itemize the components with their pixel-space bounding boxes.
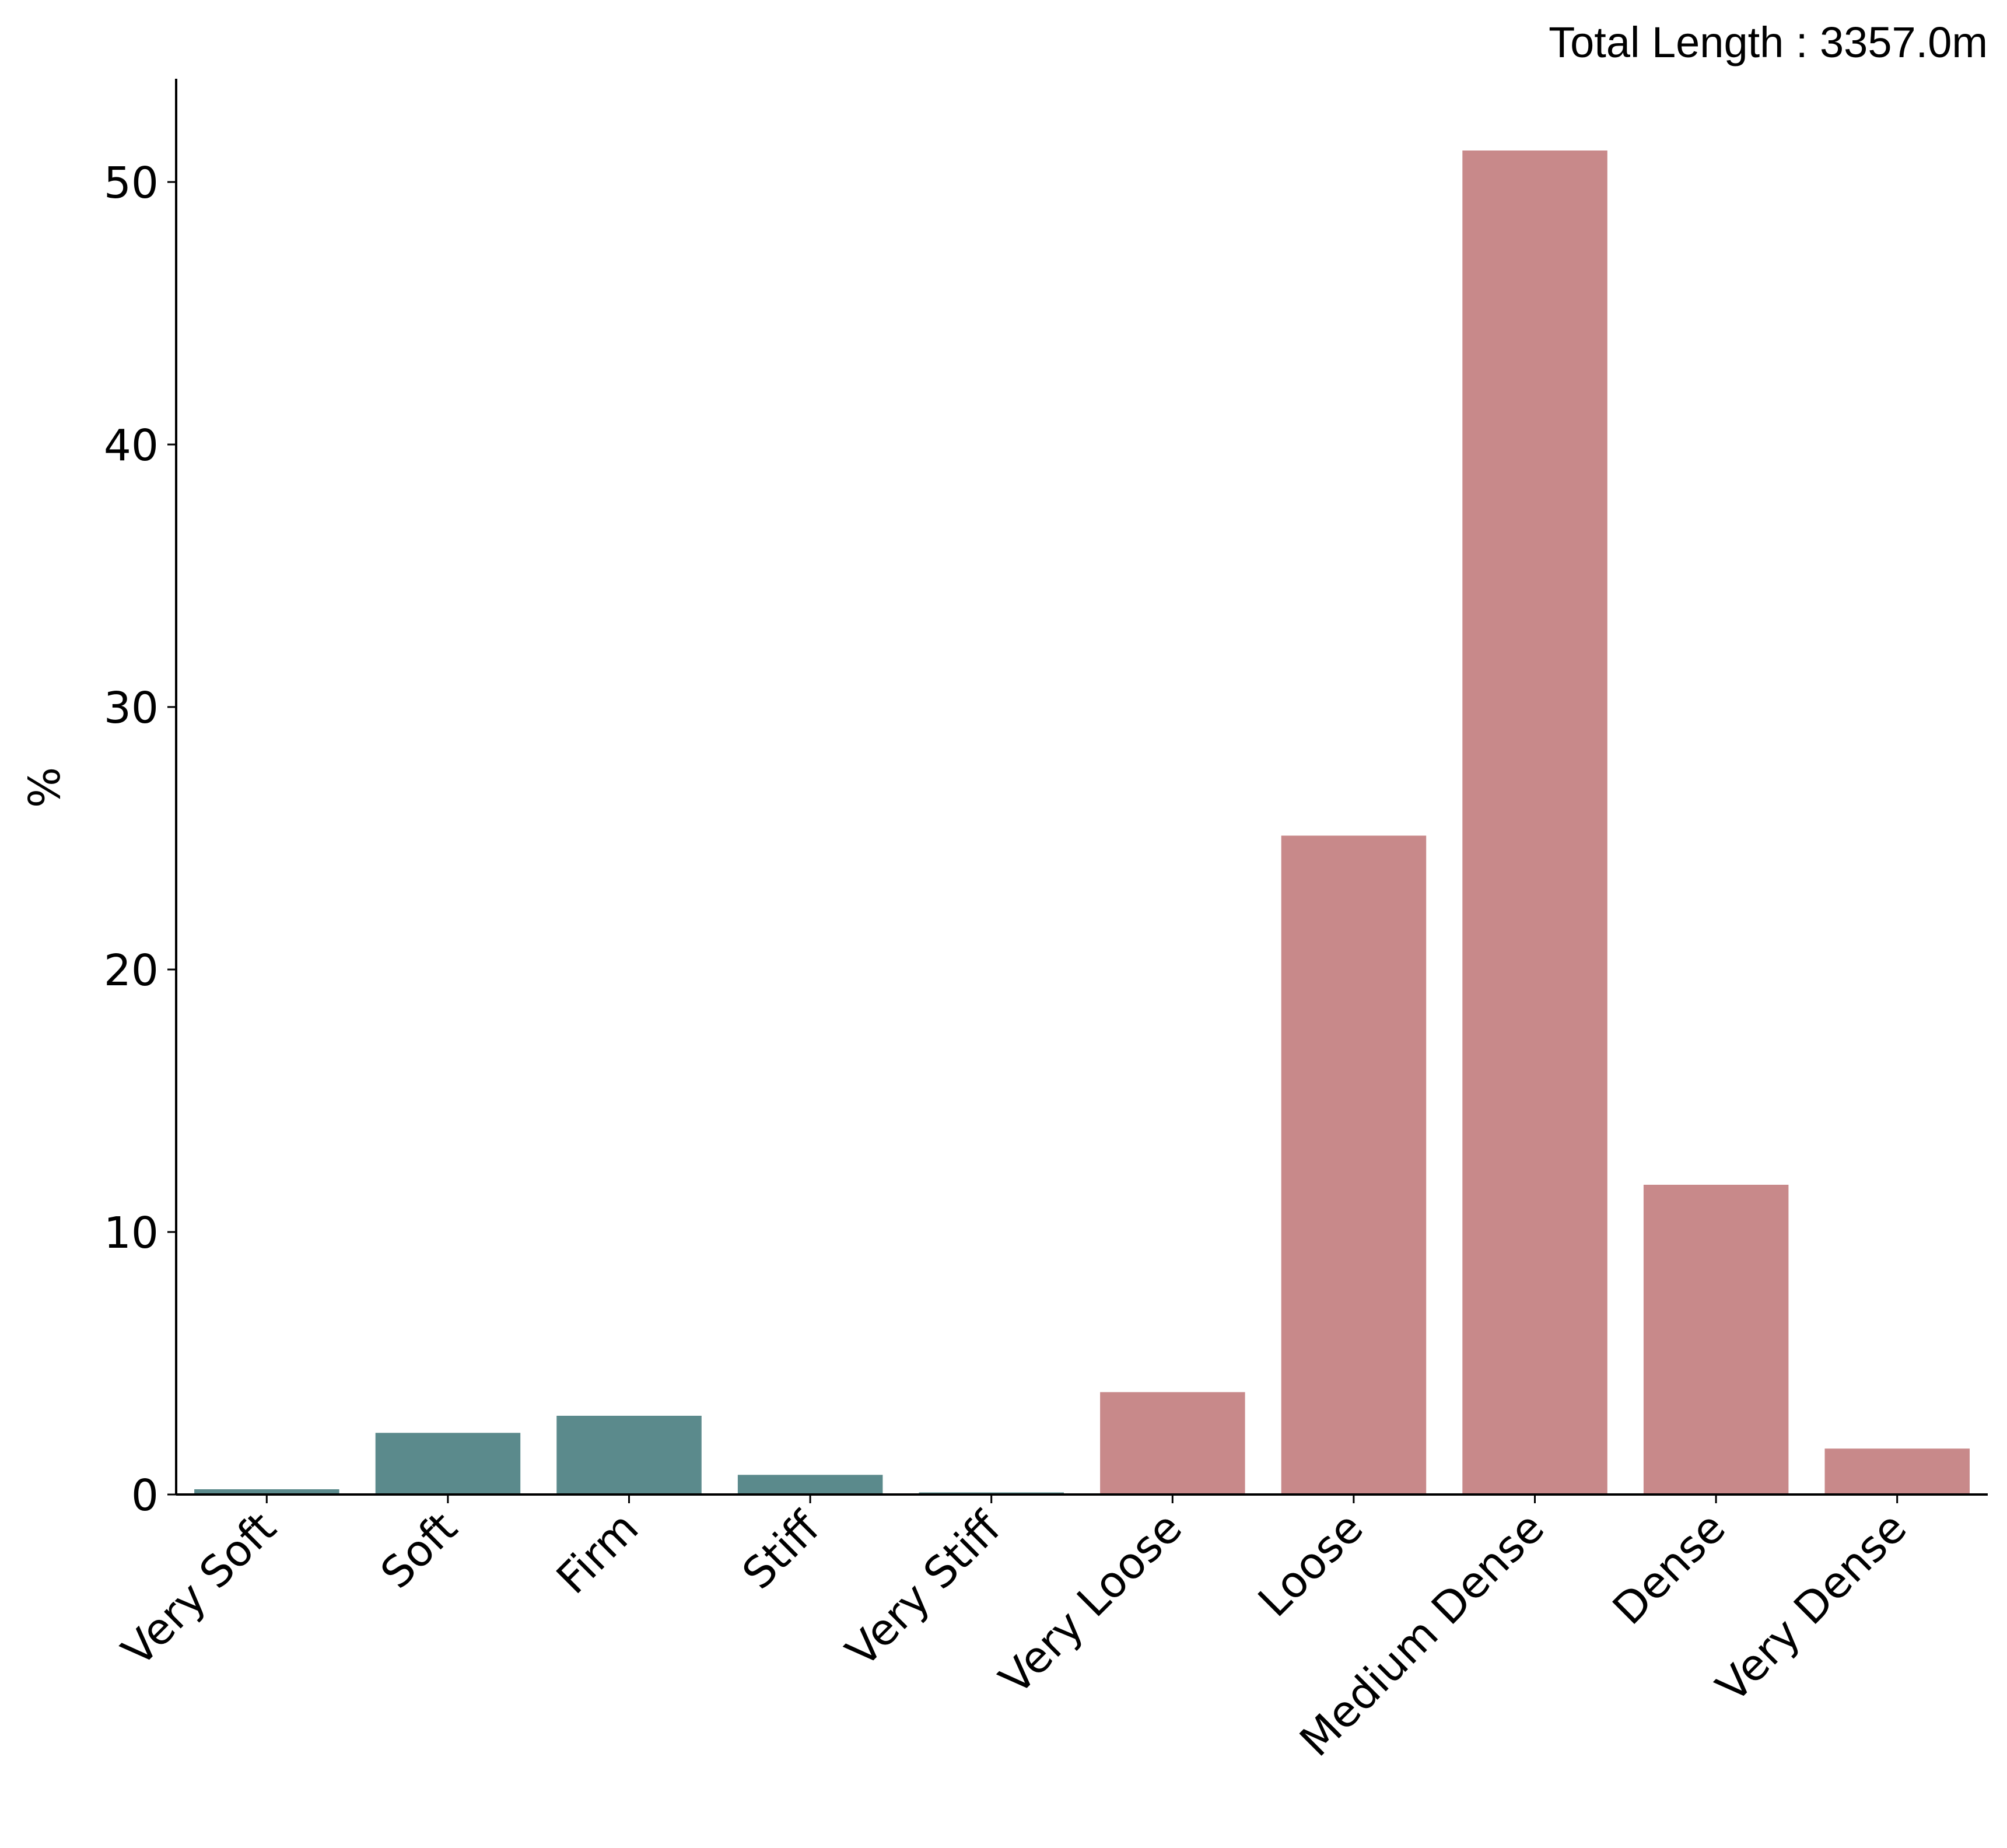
bar-soft <box>375 1433 521 1495</box>
bar-firm <box>556 1416 702 1494</box>
bar-medium-dense <box>1462 150 1607 1494</box>
bar-stiff <box>737 1475 883 1495</box>
x-tick-label: Very Stiff <box>836 1502 1011 1677</box>
bar-very-loose <box>1100 1392 1245 1494</box>
bar-very-dense <box>1824 1448 1970 1495</box>
x-tick-label: Soft <box>372 1503 467 1598</box>
bars-group <box>194 150 1970 1495</box>
x-tick-label: Very Loose <box>990 1503 1192 1704</box>
y-tick-label: 20 <box>104 946 159 996</box>
total-length-annotation: Total Length : 3357.0m <box>1549 18 1988 66</box>
y-ticks-group: 0 10 20 30 40 50 <box>104 158 176 1521</box>
bar-very-soft <box>194 1489 339 1494</box>
bar-dense <box>1643 1185 1789 1494</box>
x-tick-label: Very Dense <box>1707 1503 1916 1712</box>
y-tick-label: 0 <box>131 1471 159 1521</box>
x-tick-label: Loose <box>1249 1503 1373 1627</box>
x-tick-label: Very Soft <box>113 1503 286 1676</box>
x-tick-label: Dense <box>1603 1503 1735 1634</box>
y-tick-label: 10 <box>104 1208 159 1258</box>
y-axis-label: % <box>20 767 70 808</box>
x-tick-label: Stiff <box>733 1502 831 1599</box>
bar-loose <box>1281 835 1427 1494</box>
y-tick-label: 30 <box>104 683 159 733</box>
y-tick-label: 40 <box>104 421 159 471</box>
x-tick-label: Firm <box>547 1503 648 1604</box>
y-tick-label: 50 <box>104 158 159 208</box>
